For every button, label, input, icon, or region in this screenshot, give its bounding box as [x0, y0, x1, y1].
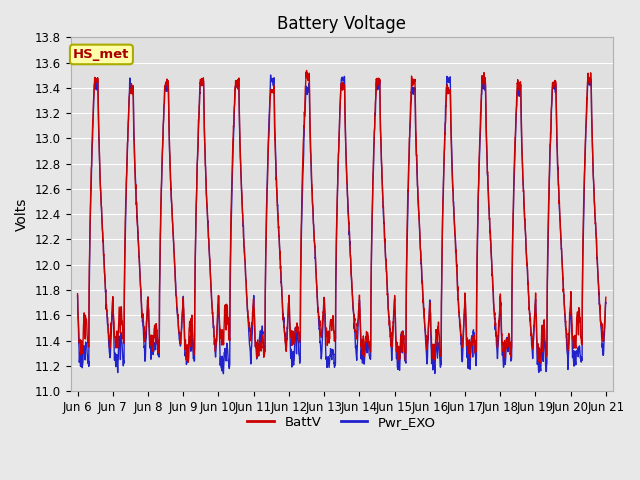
Y-axis label: Volts: Volts [15, 197, 29, 231]
Text: HS_met: HS_met [73, 48, 130, 61]
Legend: BattV, Pwr_EXO: BattV, Pwr_EXO [242, 410, 441, 434]
Title: Battery Voltage: Battery Voltage [277, 15, 406, 33]
